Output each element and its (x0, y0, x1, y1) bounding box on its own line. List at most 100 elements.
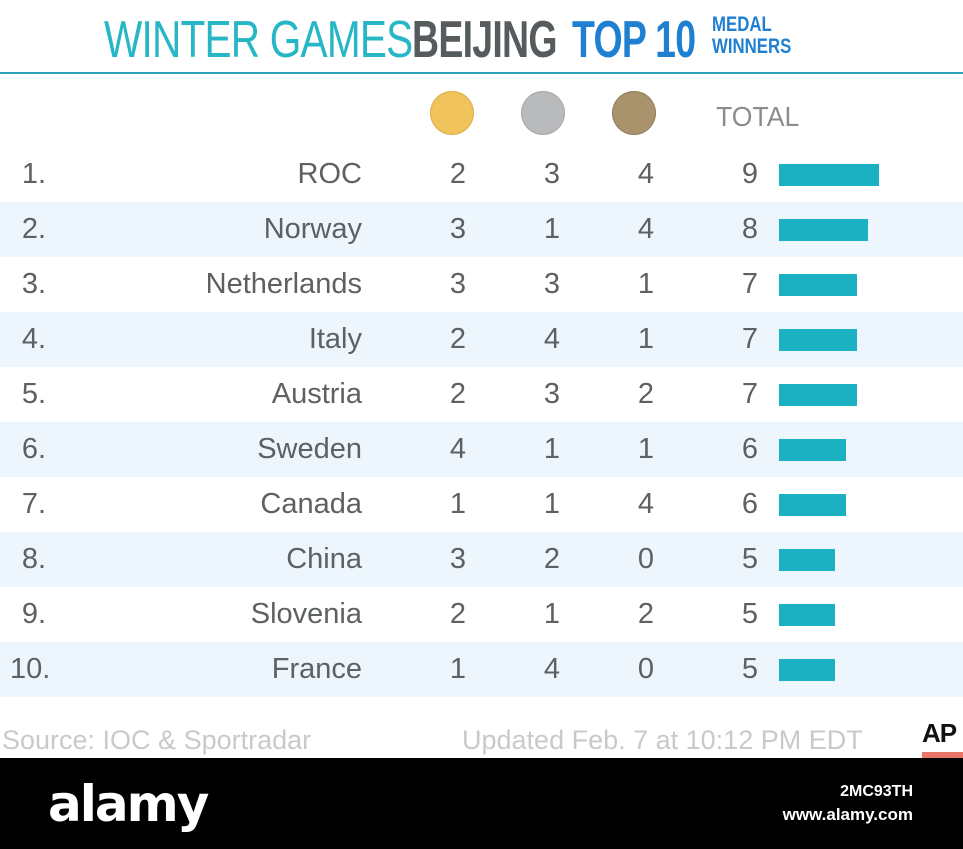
source-note: Source: IOC & Sportradar (2, 725, 312, 755)
updated-note: Updated Feb. 7 at 10:12 PM EDT (462, 725, 863, 755)
silver-count-cell: 4 (543, 653, 561, 685)
table-row: 10. France 1 4 0 5 (0, 642, 963, 697)
country-cell: Canada (260, 488, 362, 520)
silver-count-cell: 4 (543, 323, 561, 355)
gold-count-cell: 2 (449, 158, 467, 190)
rank-cell: 5. (21, 378, 46, 410)
rank-cell: 6. (21, 433, 46, 465)
total-bar (779, 439, 846, 461)
stock-logo: alamy (48, 775, 209, 833)
ap-logo-accent (922, 752, 963, 758)
rank-cell: 9. (21, 598, 46, 630)
total-bar (779, 274, 857, 296)
silver-medal-icon (521, 91, 565, 135)
rank-cell: 4. (21, 323, 46, 355)
table-row: 1. ROC 2 3 4 9 (0, 147, 963, 202)
table-row: 5. Austria 2 3 2 7 (0, 367, 963, 422)
total-bar (779, 549, 835, 571)
total-count-cell: 5 (741, 543, 759, 575)
gold-count-cell: 3 (449, 543, 467, 575)
total-count-cell: 5 (741, 598, 759, 630)
gold-count-cell: 2 (449, 598, 467, 630)
title-top10: TOP 10 (572, 11, 696, 69)
bronze-count-cell: 4 (637, 213, 655, 245)
stock-url: www.alamy.com (782, 805, 913, 824)
table-row: 2. Norway 3 1 4 8 (0, 202, 963, 257)
rank-cell: 10. (10, 653, 51, 685)
country-cell: Austria (271, 378, 362, 410)
total-bar (779, 384, 857, 406)
country-cell: ROC (297, 158, 362, 190)
chart-header: WINTER GAMES BEIJING TOP 10 MEDAL WINNER… (0, 0, 963, 74)
bronze-count-cell: 1 (637, 323, 655, 355)
total-bar (779, 494, 846, 516)
table-row: 9. Slovenia 2 1 2 5 (0, 587, 963, 642)
bronze-count-cell: 1 (637, 268, 655, 300)
gold-count-cell: 3 (449, 268, 467, 300)
silver-count-cell: 2 (543, 543, 561, 575)
table-row: 3. Netherlands 3 3 1 7 (0, 257, 963, 312)
title-medal-winners: MEDAL WINNERS (712, 14, 791, 58)
total-bar (779, 659, 835, 681)
medal-table: 1. ROC 2 3 4 9 2. Norway 3 1 4 8 3. Netherlands 3 3 1 7 4.… (0, 147, 963, 697)
country-cell: China (286, 543, 362, 575)
gold-medal-icon (430, 91, 474, 135)
bronze-count-cell: 1 (637, 433, 655, 465)
silver-count-cell: 3 (543, 378, 561, 410)
country-cell: Norway (263, 213, 362, 245)
rank-cell: 3. (21, 268, 46, 300)
bronze-count-cell: 2 (637, 598, 655, 630)
stock-image-id: 2MC93TH (840, 783, 913, 800)
gold-count-cell: 4 (449, 433, 467, 465)
table-row: 7. Canada 1 1 4 6 (0, 477, 963, 532)
silver-count-cell: 1 (543, 213, 561, 245)
bronze-medal-icon (612, 91, 656, 135)
ap-logo: AP (922, 718, 957, 748)
bronze-count-cell: 0 (637, 653, 655, 685)
title-medal-line1: MEDAL (712, 13, 772, 36)
gold-count-cell: 3 (449, 213, 467, 245)
title-beijing: BEIJING (412, 11, 557, 69)
total-bar (779, 604, 835, 626)
gold-count-cell: 2 (449, 378, 467, 410)
rank-cell: 2. (21, 213, 46, 245)
total-count-cell: 6 (741, 433, 759, 465)
total-count-cell: 5 (741, 653, 759, 685)
stock-watermark-bar: alamy 2MC93TH www.alamy.com (0, 758, 963, 849)
country-cell: Slovenia (250, 598, 362, 630)
total-bar (779, 329, 857, 351)
gold-count-cell: 2 (449, 323, 467, 355)
silver-count-cell: 1 (543, 433, 561, 465)
title-medal-line2: WINNERS (712, 35, 792, 58)
country-cell: Sweden (257, 433, 362, 465)
total-column-header: TOTAL (716, 101, 800, 132)
gold-count-cell: 1 (449, 488, 467, 520)
table-row: 4. Italy 2 4 1 7 (0, 312, 963, 367)
total-count-cell: 6 (741, 488, 759, 520)
total-count-cell: 9 (741, 158, 759, 190)
bronze-count-cell: 4 (637, 488, 655, 520)
bronze-count-cell: 4 (637, 158, 655, 190)
table-row: 6. Sweden 4 1 1 6 (0, 422, 963, 477)
rank-cell: 1. (21, 158, 46, 190)
country-cell: France (271, 653, 362, 685)
silver-count-cell: 3 (543, 158, 561, 190)
total-count-cell: 8 (741, 213, 759, 245)
rank-cell: 8. (21, 543, 46, 575)
total-count-cell: 7 (741, 323, 759, 355)
total-count-cell: 7 (741, 378, 759, 410)
silver-count-cell: 1 (543, 598, 561, 630)
gold-count-cell: 1 (449, 653, 467, 685)
country-cell: Italy (308, 323, 362, 355)
bronze-count-cell: 2 (637, 378, 655, 410)
bronze-count-cell: 0 (637, 543, 655, 575)
silver-count-cell: 1 (543, 488, 561, 520)
title-winter-games: WINTER GAMES (104, 11, 413, 69)
country-cell: Netherlands (205, 268, 362, 300)
total-count-cell: 7 (741, 268, 759, 300)
total-bar (779, 219, 868, 241)
rank-cell: 7. (21, 488, 46, 520)
silver-count-cell: 3 (543, 268, 561, 300)
total-bar (779, 164, 879, 186)
table-row: 8. China 3 2 0 5 (0, 532, 963, 587)
